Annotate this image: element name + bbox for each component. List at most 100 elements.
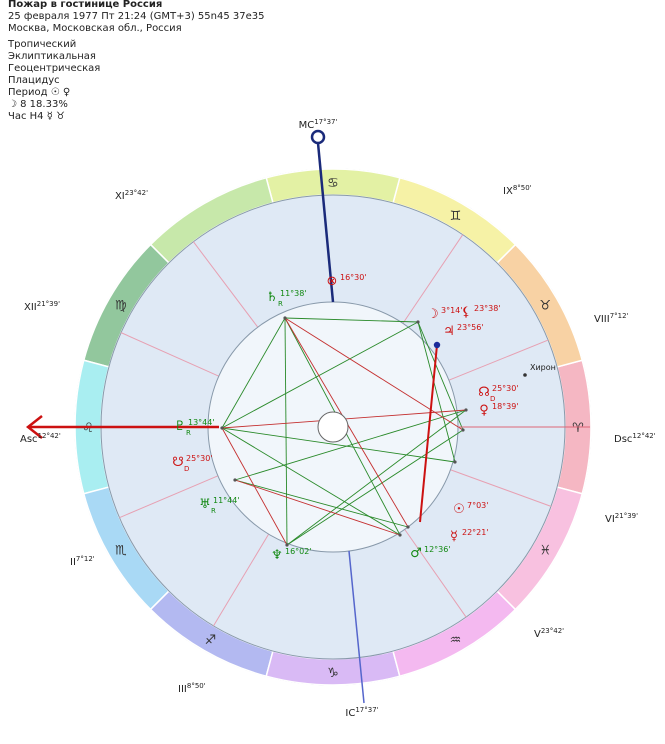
zodiac-sign: ♐ <box>205 633 217 648</box>
planet-glyph: ♃ <box>443 324 455 339</box>
aspect-point <box>283 316 287 320</box>
angle-label: Dsc12°42' <box>614 432 656 445</box>
planet-degree: 11°44' <box>213 496 240 505</box>
house-name: XI <box>115 191 125 202</box>
house-degree: 8°50' <box>187 682 206 690</box>
planet-degree: 22°21' <box>462 528 489 537</box>
chart-title: Пожар в гостинице Россия <box>8 0 162 10</box>
planet-degree: 25°30' <box>492 384 519 393</box>
aspect-line <box>286 409 467 546</box>
mc-marker <box>310 129 326 145</box>
house-degree: 8°50' <box>513 184 532 192</box>
aspect-line <box>234 479 409 528</box>
planet-glyph: ☽ <box>427 307 439 322</box>
house-label: IX8°50' <box>503 184 532 197</box>
setting: Плацидус <box>8 75 60 86</box>
house-degree: 23°42' <box>125 189 148 197</box>
aspect-line <box>221 317 286 429</box>
moon-phase: ☽ 8 18.33% <box>8 99 68 110</box>
house-name: VI <box>605 514 615 525</box>
house-name: III <box>178 684 187 695</box>
house-cusp <box>404 529 467 618</box>
aspect-point <box>398 533 402 537</box>
zodiac-sign: ♏ <box>115 544 127 559</box>
house-label: VIII7°12' <box>594 312 629 325</box>
zodiac-sign: ♋ <box>327 176 339 191</box>
house-label: XII21°39' <box>24 300 60 313</box>
setting: Тропический <box>7 39 76 50</box>
planet-motion: D <box>184 465 189 473</box>
angle-name: Asc <box>20 434 38 445</box>
planet-glyph: ☊ <box>478 385 490 400</box>
aspect-point <box>406 525 410 529</box>
angle-name: MC <box>299 120 315 131</box>
aspect-point <box>233 478 237 482</box>
house-name: VIII <box>594 314 610 325</box>
ic-axis <box>348 550 365 704</box>
aspect-line <box>221 321 419 429</box>
planet-motion: R <box>278 300 283 308</box>
house-cusp <box>450 469 552 507</box>
house-name: IX <box>503 186 513 197</box>
aspect-line <box>419 344 438 523</box>
angle-degree: 12°42' <box>632 432 655 440</box>
aspect-point <box>416 320 420 324</box>
planet-degree: 11°38' <box>280 289 307 298</box>
asc-arrow <box>25 415 43 439</box>
planet-degree: 12°36' <box>424 545 451 554</box>
datetime: 25 февраля 1977 Пт 21:24 (GMT+3) 55n45 3… <box>8 11 264 22</box>
planet-glyph: ⚸ <box>461 305 471 320</box>
planet-glyph: ☉ <box>453 502 465 517</box>
aspect-point <box>220 426 224 430</box>
aspect-line <box>221 427 456 463</box>
planet-degree: 7°03' <box>467 501 488 510</box>
planet-glyph: ☋ <box>172 455 184 470</box>
house-label: II7°12' <box>70 555 95 568</box>
house-degree: 7°12' <box>610 312 629 320</box>
planet-degree: 23°56' <box>457 323 484 332</box>
planet-degree: 18°39' <box>492 402 519 411</box>
aspect-point <box>453 460 457 464</box>
aspect-line <box>234 479 401 536</box>
planet-degree: 16°30' <box>340 273 367 282</box>
house-degree: 21°39' <box>37 300 60 308</box>
planet-dot <box>433 341 441 349</box>
aspect-line <box>286 429 464 546</box>
angle-degree: 17°37' <box>314 118 337 126</box>
planet-degree: 16°02' <box>285 547 312 556</box>
planet-glyph: ♀ <box>479 403 489 418</box>
zodiac-sign: ♑ <box>327 666 339 681</box>
planet-motion: R <box>186 429 191 437</box>
aspect-line <box>284 317 288 546</box>
house-cusp <box>120 332 220 377</box>
chiron-dot <box>523 373 527 377</box>
planet-degree: 13°44' <box>188 418 215 427</box>
house-label: XI23°42' <box>115 189 148 202</box>
zodiac-sign: ♓ <box>539 544 551 559</box>
house-cusp <box>402 234 464 324</box>
aspect-point <box>464 408 468 412</box>
zodiac-sign: ♌ <box>82 421 94 436</box>
planet-motion: R <box>211 507 216 515</box>
period: Период ☉ ♀ <box>8 87 70 98</box>
planet-glyph: ♆ <box>271 548 283 563</box>
angle-label: IC17°37' <box>345 706 378 719</box>
angle-degree: 12°42' <box>38 432 61 440</box>
planet-glyph: ♄ <box>266 290 278 305</box>
wheel: ♋♊♉♈♓♒♑♐♏♌♍XI23°42' IX8°50'XII21°39'VIII7… <box>20 118 656 719</box>
zodiac-sign: ♊ <box>450 209 462 224</box>
planet-degree: 3°14' <box>441 306 462 315</box>
aspect-line <box>221 427 288 546</box>
house-cusp <box>448 339 549 381</box>
zodiac-sign: ♈ <box>572 421 584 436</box>
planet-degree: 25°30' <box>186 454 213 463</box>
angle-name: Dsc <box>614 434 632 445</box>
house-cusp <box>213 533 270 627</box>
house-degree: 23°42' <box>541 627 564 635</box>
chiron-label: Хирон <box>530 363 556 372</box>
planet-glyph: ♇ <box>174 419 186 434</box>
angle-label: MC17°37' <box>299 118 338 131</box>
aspect-line <box>234 409 467 481</box>
zodiac-sign: ♒ <box>450 633 462 648</box>
